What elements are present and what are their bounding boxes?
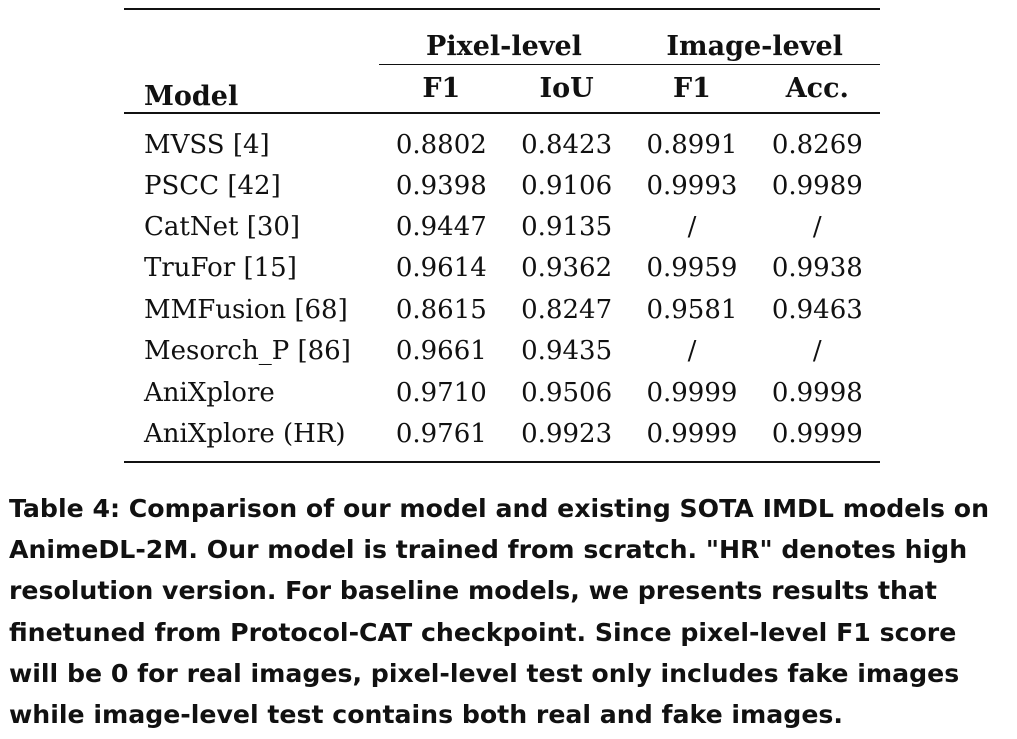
row-model-name: CatNet [30]	[144, 212, 301, 243]
header-metric-image-f1: F1	[672, 73, 711, 104]
row-model-name: MMFusion [68]	[144, 294, 348, 325]
cell-pixel-iou: 0.9923	[521, 419, 613, 450]
cell-image-acc: 0.9463	[771, 294, 863, 325]
table-row: TruFor [15] 0.9614 0.9362 0.9959 0.9938	[124, 248, 880, 289]
cell-image-acc: 0.9999	[771, 419, 863, 450]
cell-pixel-f1: 0.9661	[395, 336, 487, 367]
row-model-name: AniXplore	[144, 377, 275, 408]
row-model-name: TruFor [15]	[144, 253, 297, 284]
cell-pixel-iou: 0.9135	[521, 212, 613, 243]
header-group-pixel-level: Pixel-level	[378, 9, 630, 65]
cell-image-f1: 0.9993	[646, 170, 738, 201]
cell-image-acc: 0.8269	[771, 129, 863, 160]
header-metric-pixel-f1: F1	[422, 73, 461, 104]
row-model-name: AniXplore (HR)	[144, 419, 346, 450]
results-table-container: Model Pixel-level Image-level F1 IoU F1 …	[124, 8, 880, 463]
cell-image-f1: 0.8991	[646, 129, 738, 160]
cell-image-acc: 0.9998	[771, 377, 863, 408]
cell-pixel-f1: 0.9614	[395, 253, 487, 284]
table-row: CatNet [30] 0.9447 0.9135 / /	[124, 206, 880, 247]
table-row: PSCC [42] 0.9398 0.9106 0.9993 0.9989	[124, 165, 880, 206]
table-caption: Table 4: Comparison of our model and exi…	[9, 494, 990, 730]
table-row: MVSS [4] 0.8802 0.8423 0.8991 0.8269	[124, 113, 880, 165]
cell-pixel-f1: 0.9447	[395, 212, 487, 243]
cell-pixel-f1: 0.9761	[395, 419, 487, 450]
cell-image-acc: /	[812, 336, 822, 367]
cell-image-f1: /	[687, 212, 697, 243]
cell-pixel-iou: 0.9362	[521, 253, 613, 284]
cell-pixel-iou: 0.8247	[521, 294, 613, 325]
table-row: Mesorch_P [86] 0.9661 0.9435 / /	[124, 331, 880, 372]
table-row: MMFusion [68] 0.8615 0.8247 0.9581 0.946…	[124, 289, 880, 330]
cell-pixel-f1: 0.8615	[395, 294, 487, 325]
table-header-row-groups: Model Pixel-level Image-level	[124, 9, 880, 112]
table-header-row-metrics: F1 IoU F1 Acc.	[124, 65, 880, 113]
cell-pixel-iou: 0.9106	[521, 170, 613, 201]
cell-pixel-iou: 0.9435	[521, 336, 613, 367]
cell-image-f1: 0.9581	[646, 294, 738, 325]
row-model-name: PSCC [42]	[144, 170, 281, 201]
row-model-name: Mesorch_P [86]	[144, 336, 351, 367]
cell-pixel-iou: 0.8423	[521, 129, 613, 160]
header-metric-pixel-iou: IoU	[539, 73, 594, 104]
cell-image-f1: /	[687, 336, 697, 367]
cell-pixel-f1: 0.9710	[395, 377, 487, 408]
results-table: Model Pixel-level Image-level F1 IoU F1 …	[124, 8, 880, 463]
table-row: AniXplore 0.9710 0.9506 0.9999 0.9998	[124, 372, 880, 413]
table-row: AniXplore (HR) 0.9761 0.9923 0.9999 0.99…	[124, 413, 880, 462]
cell-image-f1: 0.9999	[646, 419, 738, 450]
cell-image-acc: 0.9938	[771, 253, 863, 284]
cell-pixel-f1: 0.8802	[395, 129, 487, 160]
cell-image-f1: 0.9959	[646, 253, 738, 284]
header-group-image-level: Image-level	[629, 9, 880, 65]
cell-image-f1: 0.9999	[646, 377, 738, 408]
header-metric-image-acc: Acc.	[785, 73, 849, 104]
cell-pixel-f1: 0.9398	[395, 170, 487, 201]
cell-image-acc: /	[812, 212, 822, 243]
row-model-name: MVSS [4]	[144, 129, 270, 160]
cell-image-acc: 0.9989	[771, 170, 863, 201]
header-model: Model	[144, 81, 239, 112]
cell-pixel-iou: 0.9506	[521, 377, 613, 408]
